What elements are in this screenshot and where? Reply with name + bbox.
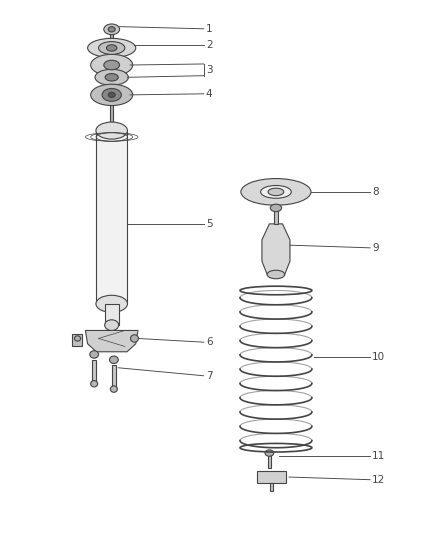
Ellipse shape bbox=[106, 45, 117, 51]
Ellipse shape bbox=[104, 60, 120, 70]
Text: 5: 5 bbox=[206, 219, 212, 229]
Ellipse shape bbox=[268, 188, 284, 196]
Ellipse shape bbox=[88, 38, 136, 58]
Ellipse shape bbox=[108, 92, 115, 98]
Ellipse shape bbox=[110, 386, 117, 392]
Bar bbox=[105, 304, 119, 325]
Text: 8: 8 bbox=[372, 187, 379, 197]
Bar bbox=[96, 131, 127, 304]
Ellipse shape bbox=[99, 42, 125, 54]
Bar bbox=[268, 454, 271, 468]
Polygon shape bbox=[72, 334, 82, 346]
Ellipse shape bbox=[96, 122, 127, 139]
Text: 7: 7 bbox=[206, 371, 212, 381]
Ellipse shape bbox=[91, 54, 133, 76]
Polygon shape bbox=[262, 224, 290, 274]
Ellipse shape bbox=[105, 74, 118, 81]
Ellipse shape bbox=[91, 381, 98, 387]
Ellipse shape bbox=[74, 336, 81, 341]
Text: 9: 9 bbox=[372, 243, 379, 253]
Text: 11: 11 bbox=[372, 451, 385, 461]
Ellipse shape bbox=[91, 84, 133, 106]
Bar bbox=[270, 483, 273, 490]
Bar bbox=[257, 471, 286, 483]
Ellipse shape bbox=[108, 27, 115, 32]
Text: 1: 1 bbox=[206, 24, 212, 34]
Text: 12: 12 bbox=[372, 475, 385, 484]
Bar bbox=[274, 208, 278, 224]
Ellipse shape bbox=[105, 320, 119, 330]
Bar bbox=[110, 32, 113, 128]
Text: 6: 6 bbox=[206, 337, 212, 347]
Ellipse shape bbox=[104, 24, 120, 35]
Polygon shape bbox=[85, 330, 138, 352]
Ellipse shape bbox=[267, 270, 285, 279]
Ellipse shape bbox=[265, 450, 274, 456]
Text: 3: 3 bbox=[206, 65, 212, 75]
Text: 10: 10 bbox=[372, 352, 385, 362]
Ellipse shape bbox=[270, 204, 282, 212]
Text: 2: 2 bbox=[206, 41, 212, 50]
Ellipse shape bbox=[102, 88, 121, 101]
Ellipse shape bbox=[110, 356, 118, 364]
Ellipse shape bbox=[261, 185, 291, 198]
Ellipse shape bbox=[131, 335, 138, 342]
Ellipse shape bbox=[96, 295, 127, 312]
Ellipse shape bbox=[95, 69, 128, 85]
Bar bbox=[112, 365, 116, 389]
Text: 4: 4 bbox=[206, 89, 212, 99]
Ellipse shape bbox=[90, 351, 99, 358]
Ellipse shape bbox=[241, 179, 311, 205]
Bar bbox=[92, 360, 96, 384]
